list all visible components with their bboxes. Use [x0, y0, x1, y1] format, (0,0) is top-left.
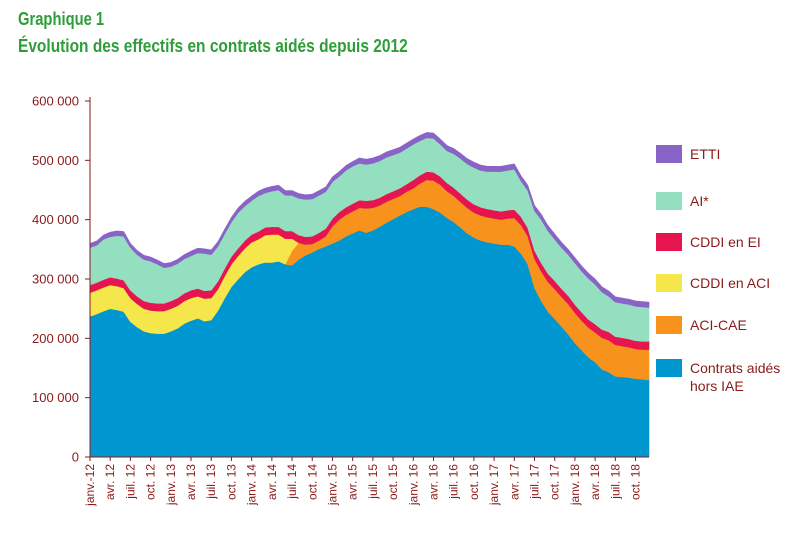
y-tick-label: 0 — [72, 450, 79, 465]
x-tick-label: juil. 14 — [285, 464, 299, 500]
y-tick-label: 100 000 — [32, 390, 79, 405]
legend-label-ai: AI* — [690, 193, 709, 209]
x-tick-label: oct. 16 — [467, 464, 481, 500]
legend-label-cddi-en-ei: CDDI en EI — [690, 234, 761, 250]
x-tick-label: avr. 13 — [184, 464, 198, 500]
legend-label-contrats-aides-hors-iae: Contrats aidés hors IAE — [690, 360, 780, 394]
legend-label-etti: ETTI — [690, 146, 720, 162]
y-tick-label: 200 000 — [32, 331, 79, 346]
legend-swatch-contrats-aides-hors-iae — [656, 359, 682, 377]
x-tick-label: janv.-12 — [83, 464, 97, 507]
x-tick-label: juil. 12 — [123, 464, 137, 500]
legend: ETTI AI* CDDI en EI CDDI en ACI ACI-CAE Contr… — [656, 145, 780, 394]
x-tick-label: oct. 15 — [386, 464, 400, 500]
y-tick-label: 400 000 — [32, 212, 79, 227]
y-tick-label: 500 000 — [32, 153, 79, 168]
legend-swatch-cddi-en-aci — [656, 274, 682, 292]
x-tick-label: juil. 15 — [366, 464, 380, 500]
x-tick-label: janv. 13 — [164, 464, 178, 506]
x-tick-label: oct. 14 — [305, 464, 319, 500]
y-tick-label: 600 000 — [32, 94, 79, 109]
legend-label-cddi-en-aci: CDDI en ACI — [690, 275, 770, 291]
area-series-contrats-aides-hors-iae — [89, 206, 650, 458]
x-tick-label: avr. 16 — [426, 464, 440, 500]
area-series-group — [89, 132, 650, 458]
x-tick-label: juil. 18 — [608, 464, 622, 500]
legend-swatch-etti — [656, 145, 682, 163]
x-tick-label: juil. 13 — [204, 464, 218, 500]
chart-label: Graphique 1 — [18, 9, 105, 29]
legend-swatch-cddi-en-ei — [656, 233, 682, 251]
x-tick-label: avr. 17 — [507, 464, 521, 500]
x-tick-label: avr. 14 — [265, 464, 279, 500]
x-tick-label: janv. 17 — [487, 464, 501, 506]
x-tick-label: juil. 16 — [447, 464, 461, 500]
area-series-etti — [89, 132, 650, 308]
x-tick-label: oct. 17 — [548, 464, 562, 500]
x-tick-label: juil. 17 — [528, 464, 542, 500]
legend-swatch-aci-cae — [656, 316, 682, 334]
chart-title-block: Graphique 1 Évolution des effectifs en c… — [18, 6, 471, 60]
x-tick-label: oct. 12 — [144, 464, 158, 500]
x-tick-label: janv. 18 — [568, 464, 582, 506]
x-tick-label: oct. 18 — [629, 464, 643, 500]
x-tick-label: avr. 15 — [346, 464, 360, 500]
axes-group: 0 100 000 200 000 300 000 400 000 500 000 600 … — [32, 94, 649, 507]
x-tick-label: oct. 13 — [224, 464, 238, 500]
legend-swatch-ai — [656, 192, 682, 210]
y-tick-label: 300 000 — [32, 272, 79, 287]
x-tick-label: janv. 15 — [325, 464, 339, 506]
x-tick-label: avr. 12 — [103, 464, 117, 500]
chart-title: Évolution des effectifs en contrats aidé… — [18, 36, 408, 56]
legend-label-aci-cae: ACI-CAE — [690, 317, 747, 333]
x-tick-label: janv. 16 — [406, 464, 420, 506]
x-tick-label: avr. 18 — [588, 464, 602, 500]
x-tick-label: janv. 14 — [245, 464, 259, 506]
